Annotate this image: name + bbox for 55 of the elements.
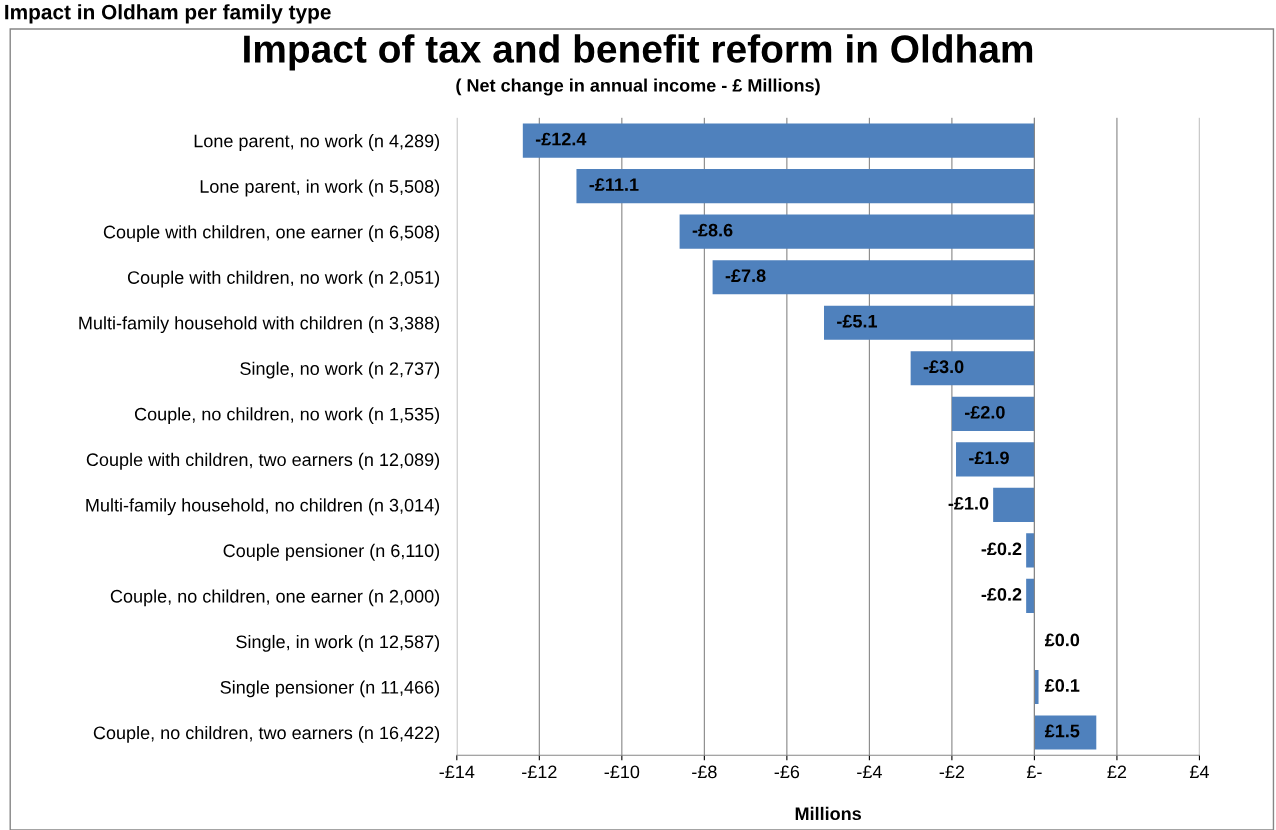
bar: [522, 123, 1035, 158]
data-label: -£1.9: [969, 451, 1009, 465]
bar: [910, 351, 1035, 386]
data-label: -£0.2: [981, 588, 1022, 601]
y-tick-label: Couple, no children, no work (n 1,535): [134, 407, 440, 425]
bar: [679, 214, 1035, 249]
bar: [951, 396, 1035, 431]
x-tick-label: -£2: [939, 765, 965, 779]
y-tick-label: Multi-family household with children (n 3,388): [79, 316, 440, 334]
y-tick-label: Single, no work (n 2,737): [240, 361, 440, 379]
x-tick-label: £2: [1107, 765, 1127, 779]
y-tick-label: Couple, no children, two earners (n 16,422): [93, 725, 440, 743]
y-tick-label: Lone parent, no work (n 4,289): [194, 134, 440, 151]
y-tick-label: Multi-family household, no children (n 3,014): [86, 498, 440, 516]
text: Impact in Oldham per family type: [5, 4, 331, 24]
x-axis-title: Millions: [795, 806, 861, 821]
bar: [1026, 533, 1035, 568]
y-tick-label: Couple pensioner (n 6,110): [223, 543, 440, 561]
data-label: -£5.1: [837, 314, 878, 328]
bar: [993, 487, 1035, 522]
data-label: £1.5: [1044, 724, 1080, 738]
data-label: -£3.0: [923, 360, 964, 374]
data-label: -£8.6: [692, 223, 733, 237]
data-label: -£11.1: [589, 178, 639, 191]
y-tick-label: Couple with children, two earners (n 12,089): [86, 452, 440, 470]
data-label: -£12.4: [535, 132, 587, 146]
data-label: £0.0: [1044, 633, 1080, 647]
bar: [1034, 669, 1039, 705]
data-label: £0.1: [1044, 679, 1080, 692]
x-tick-label: £-: [1026, 765, 1042, 779]
bar: [1034, 715, 1097, 750]
bar: [956, 442, 1035, 477]
x-tick-label: -£6: [774, 765, 800, 779]
data-label: -£2.0: [964, 405, 1005, 419]
bar: [576, 169, 1035, 204]
y-tick-label: Single pensioner (n 11,466): [220, 680, 440, 698]
x-tick-label: £4: [1189, 765, 1209, 779]
x-tick-label: -£14: [439, 765, 475, 779]
bar: [1026, 578, 1035, 614]
x-tick-label: -£10: [604, 765, 640, 779]
y-tick-label: Lone parent, in work (n 5,508): [200, 179, 440, 197]
chart-subtitle: ( Net change in annual income - £ Millions): [456, 78, 820, 96]
bar: [824, 305, 1035, 340]
chart-title: Impact of tax and benefit reform in Oldham: [244, 34, 1033, 71]
y-tick-label: Single, in work (n 12,587): [236, 634, 440, 652]
y-tick-label: Couple, no children, one earner (n 2,000): [110, 589, 440, 607]
y-tick-label: Couple with children, one earner (n 6,508): [103, 225, 440, 242]
x-tick-label: -£12: [522, 765, 557, 779]
data-label: -£7.8: [725, 269, 766, 283]
data-label: -£0.2: [981, 542, 1022, 556]
x-tick-label: -£8: [692, 765, 717, 779]
y-tick-label: Couple with children, no work (n 2,051): [127, 270, 440, 288]
bar: [712, 260, 1035, 295]
data-label: -£1.0: [948, 496, 989, 510]
x-tick-label: -£4: [857, 765, 882, 779]
